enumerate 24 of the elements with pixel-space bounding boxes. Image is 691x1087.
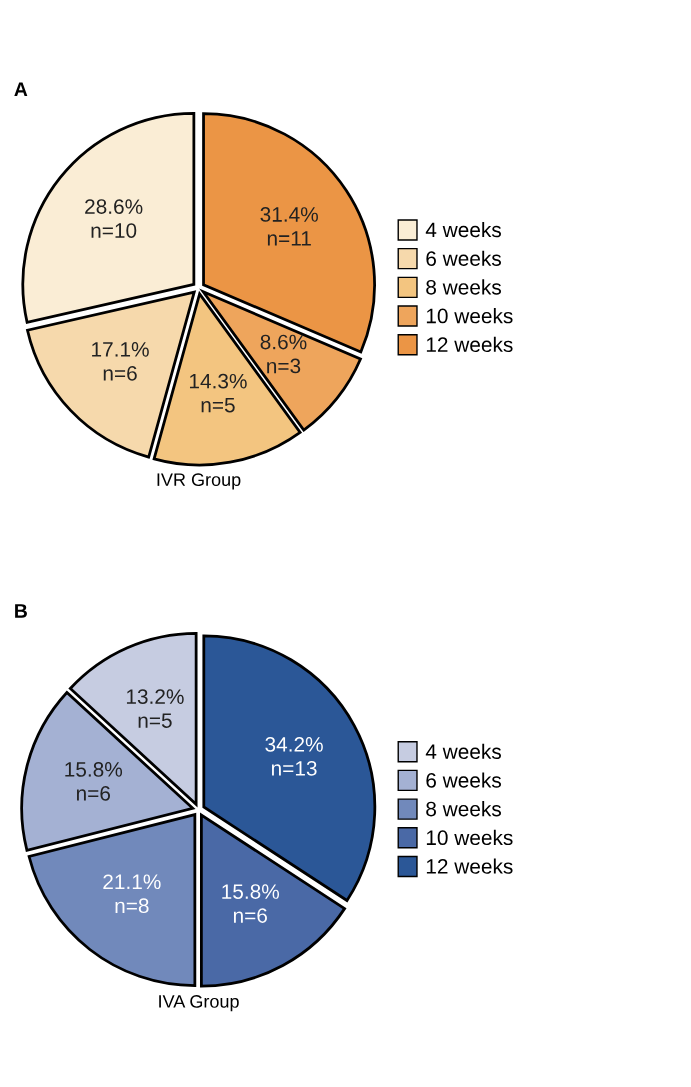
data-label: 14.3% n=5 xyxy=(189,373,247,413)
legend-label: 6 weeks xyxy=(426,250,501,266)
data-label: 15.8% n=6 xyxy=(222,884,280,923)
legend-label: 12 weeks xyxy=(426,336,513,353)
data-label: 21.1% n=8 xyxy=(103,874,161,914)
legend-label: 10 weeks xyxy=(426,829,513,846)
legend-label: 4 weeks xyxy=(425,221,501,238)
legend-label: 8 weeks xyxy=(426,801,501,817)
data-label: 34.2% n=13 xyxy=(265,736,323,776)
legend-label: 10 weeks xyxy=(426,308,513,324)
text: B xyxy=(15,604,27,618)
text: IVA Group xyxy=(159,995,239,1012)
data-label: 28.6% n=10 xyxy=(85,199,143,238)
text: IVR Group xyxy=(157,473,241,490)
legend-label: 8 weeks xyxy=(426,279,501,295)
legend-label: 12 weeks xyxy=(426,858,513,874)
data-label: 31.4% n=11 xyxy=(260,207,318,246)
data-label: 15.8% n=6 xyxy=(65,762,123,801)
legend-label: 6 weeks xyxy=(426,772,501,788)
legend-label: 4 weeks xyxy=(425,743,501,759)
data-label: 8.6% n=3 xyxy=(260,334,307,374)
data-label: 17.1% n=6 xyxy=(92,342,149,381)
text: A xyxy=(14,82,28,96)
data-label: 13.2% n=5 xyxy=(126,689,184,728)
